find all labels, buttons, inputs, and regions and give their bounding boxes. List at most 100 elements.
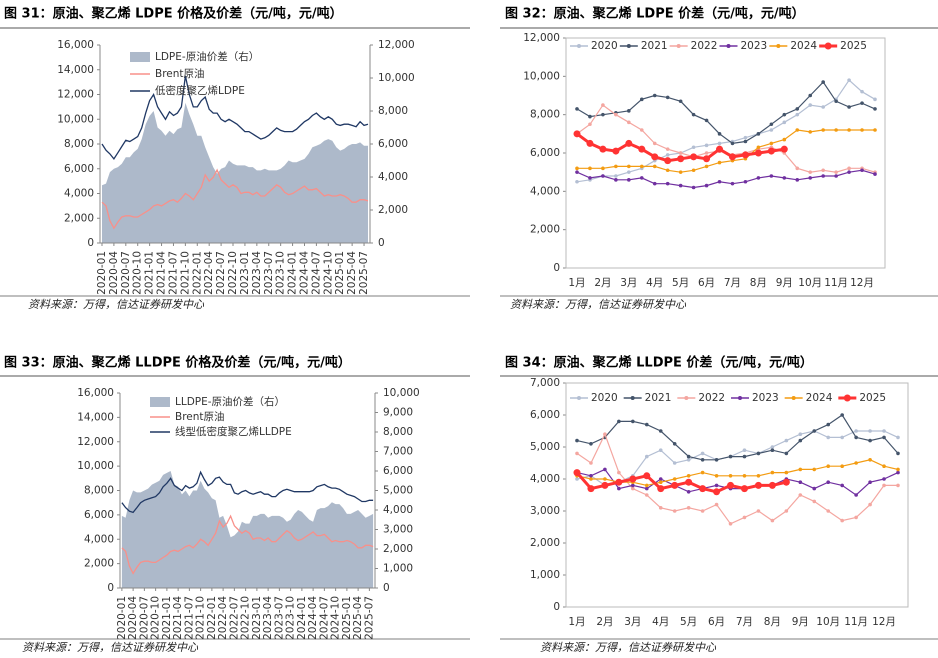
year-point <box>770 518 775 523</box>
x-tick-label: 8月 <box>750 277 767 289</box>
year-point <box>854 429 858 433</box>
year-point <box>840 435 844 440</box>
year-point <box>672 477 677 481</box>
x-tick-label: 2024-10 <box>330 596 342 640</box>
year-point <box>840 464 844 469</box>
year-point <box>782 120 787 125</box>
year-point <box>808 170 813 174</box>
y2-tick-label: 1,000 <box>383 563 413 575</box>
source-note: 资料来源：万得，信达证券研发中心 <box>22 641 199 654</box>
year-point <box>671 481 679 489</box>
legend-swatch <box>130 52 150 62</box>
legend-swatch <box>150 397 170 407</box>
y2-tick-label: 2,000 <box>383 543 413 555</box>
y-tick-label: 6,000 <box>530 409 560 421</box>
year-point <box>678 170 683 174</box>
year-point <box>658 477 663 481</box>
year-point <box>678 99 683 104</box>
year-point <box>808 93 813 98</box>
legend-label: 2025 <box>859 392 886 404</box>
year-point <box>588 166 592 171</box>
year-point <box>795 128 800 132</box>
x-tick-label: 2024-07 <box>310 251 322 295</box>
price-line <box>121 470 374 514</box>
year-point <box>742 474 747 478</box>
y-tick-label: 2,000 <box>84 558 114 570</box>
legend-dot <box>726 44 731 48</box>
y-tick-label: 6,000 <box>84 509 114 521</box>
x-tick-label: 2020-10 <box>132 251 144 295</box>
x-tick-label: 2020-01 <box>116 596 128 640</box>
chart-title: 图 34：原油、聚乙烯 LLDPE 价差（元/吨，元/吨） <box>505 355 813 371</box>
year-point <box>589 474 593 478</box>
year-point <box>873 128 877 132</box>
year-point <box>730 141 735 146</box>
year-point <box>601 174 605 178</box>
year-point <box>896 451 900 456</box>
year-point <box>868 480 872 485</box>
x-tick-label: 2024-07 <box>318 596 330 640</box>
year-point <box>896 483 900 488</box>
year-point <box>639 176 644 180</box>
plot-frame <box>565 382 909 608</box>
legend-label: 低密度聚乙烯LDPE <box>155 84 245 97</box>
x-tick-label: 2月 <box>596 616 613 628</box>
price-line <box>101 168 369 230</box>
year-point <box>603 432 607 437</box>
year-point <box>631 419 635 424</box>
year-point <box>798 438 803 443</box>
year-point <box>821 80 825 84</box>
year-point <box>782 137 787 142</box>
year-point <box>754 149 762 157</box>
x-tick-label: 7月 <box>736 616 753 628</box>
x-tick-label: 2024-04 <box>298 251 310 295</box>
year-point <box>601 481 609 489</box>
year-point <box>691 112 696 117</box>
y-tick-label: 0 <box>553 601 560 613</box>
x-tick-label: 2022-04 <box>203 251 215 295</box>
year-point <box>860 89 864 94</box>
x-tick-label: 1月 <box>568 277 585 289</box>
spread-area <box>121 471 374 588</box>
year-point <box>575 451 579 456</box>
year-line <box>576 81 876 145</box>
legend-label: 2023 <box>752 392 779 404</box>
year-line <box>576 430 899 487</box>
chart-title: 图 32：原油、聚乙烯 LDPE 价差（元/吨，元/吨） <box>505 6 805 22</box>
x-tick-label: 3月 <box>624 616 641 628</box>
year-point <box>714 502 719 507</box>
year-point <box>573 130 581 138</box>
year-point <box>854 461 858 465</box>
year-point <box>714 458 719 462</box>
year-point <box>658 448 663 453</box>
legend-dot <box>577 396 581 400</box>
year-point <box>685 478 693 486</box>
y-tick-label: 7,000 <box>530 377 560 389</box>
year-point <box>575 107 579 111</box>
year-point <box>716 145 724 153</box>
year-point <box>691 185 696 190</box>
x-tick-label: 2025-07 <box>363 596 375 640</box>
x-tick-label: 1月 <box>568 616 585 628</box>
year-point <box>821 128 825 132</box>
x-tick-label: 5月 <box>680 616 697 628</box>
year-point <box>834 174 838 178</box>
legend-label: 2025 <box>840 40 867 52</box>
y2-tick-label: 10,000 <box>378 72 415 84</box>
y-tick-label: 6,000 <box>64 163 94 175</box>
year-point <box>727 481 735 489</box>
x-tick-label: 2024-01 <box>296 596 308 640</box>
x-tick-label: 2023-07 <box>273 596 285 640</box>
x-tick-label: 2月 <box>594 277 611 289</box>
legend-dot <box>791 396 796 400</box>
x-tick-label: 2023-10 <box>275 251 287 295</box>
year-point <box>704 164 709 169</box>
year-point <box>795 166 800 171</box>
legend-label: LLDPE-原油价差（右） <box>175 395 285 408</box>
year-point <box>588 122 592 127</box>
year-point <box>742 515 747 520</box>
year-point <box>614 112 618 117</box>
year-point <box>644 493 649 497</box>
y2-tick-label: 2,000 <box>378 204 408 216</box>
